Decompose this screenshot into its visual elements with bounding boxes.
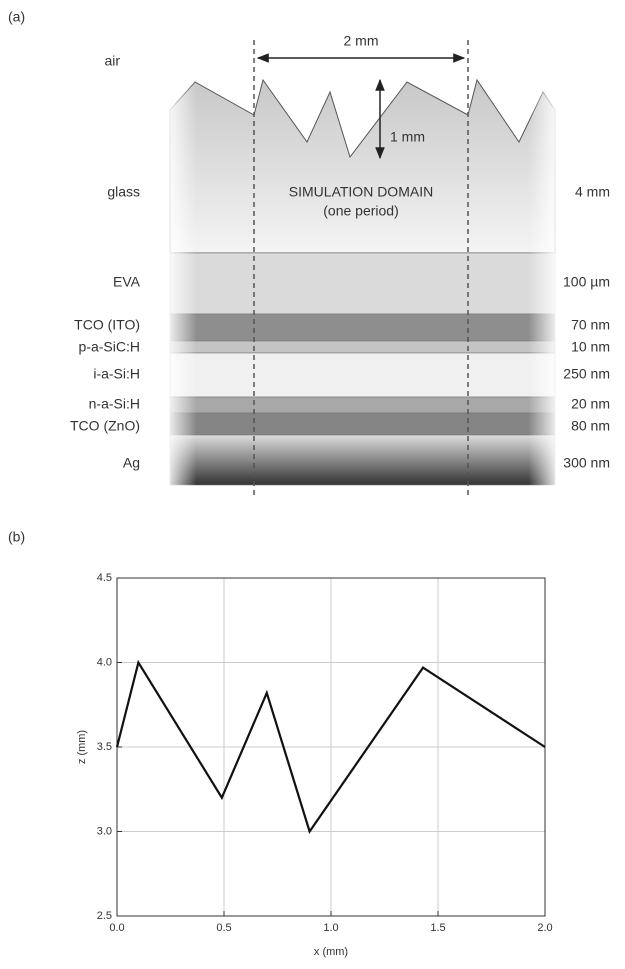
layer-thickness: 70 nm <box>571 317 610 333</box>
layer-thickness: 300 nm <box>563 455 610 471</box>
layer-name: n-a-Si:H <box>89 396 140 412</box>
layer-name: glass <box>107 184 140 200</box>
layer-name: i-a-Si:H <box>93 366 140 382</box>
layer-thickness: 80 nm <box>571 418 610 434</box>
x-tick-label: 1.0 <box>323 922 338 934</box>
period-label: 2 mm <box>344 33 379 49</box>
chart: 2.5 3.0 3.5 4.0 4.5 0.0 0.5 1.0 1.5 2.0 x (mm) z (m… <box>76 572 553 958</box>
layer-name: p-a-SiC:H <box>79 339 140 355</box>
panel-label: (a) <box>8 9 25 25</box>
line <box>115 659 546 834</box>
layer-thickness: 4 mm <box>575 184 610 200</box>
y-axis-label: z (mm) <box>76 730 88 764</box>
layer-name: Ag <box>123 455 140 471</box>
layer-thickness: 20 nm <box>571 396 610 412</box>
y-tick-label: 3.0 <box>97 825 112 837</box>
x-tick-label: 2.0 <box>537 922 552 934</box>
x-axis-label: x (mm) <box>314 946 348 958</box>
edge-fade <box>165 60 560 490</box>
height-label: 1 mm <box>390 129 425 145</box>
layer-thickness: 10 nm <box>571 339 610 355</box>
y-tick-label: 3.5 <box>97 741 112 753</box>
layer-name: TCO (ITO) <box>74 317 140 333</box>
y-tick-label: 4.0 <box>97 656 112 668</box>
layer-thickness: 250 nm <box>563 366 610 382</box>
layer-thickness: 100 µm <box>563 274 610 290</box>
x-tick-label: 1.5 <box>430 922 445 934</box>
panel-label: (b) <box>8 529 25 545</box>
y-tick-label: 4.5 <box>97 572 112 584</box>
layer-name: EVA <box>113 274 141 290</box>
domain-label: SIMULATION DOMAIN <box>289 184 433 200</box>
x-tick-label: 0.5 <box>216 922 231 934</box>
medium-label: air <box>104 53 120 69</box>
x-tick-label: 0.0 <box>109 922 124 934</box>
domain-note: (one period) <box>323 203 399 219</box>
y-tick-label: 2.5 <box>97 910 112 922</box>
diagram: glass 4 mm EVA 100 µm TCO (ITO) 70 nm p-a-SiC:… <box>8 9 610 497</box>
layer-name: TCO (ZnO) <box>70 418 140 434</box>
